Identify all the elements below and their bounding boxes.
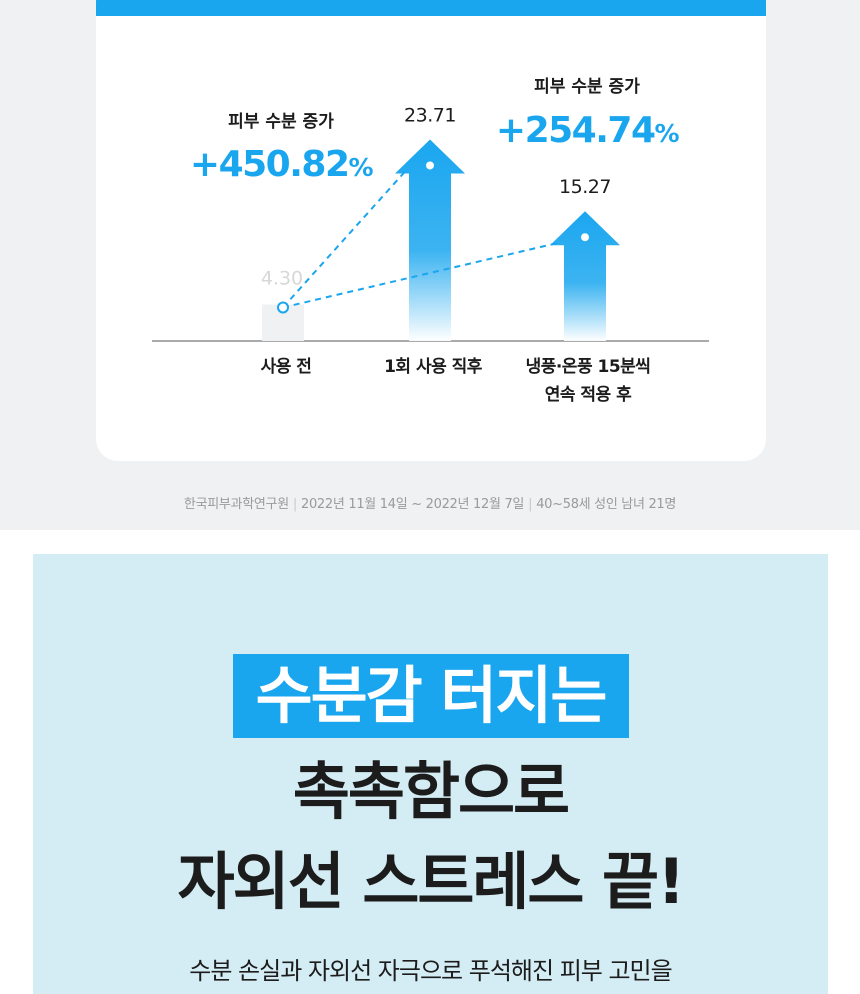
category-label: 사용 전 <box>261 357 312 377</box>
arrow-dot <box>581 233 589 242</box>
headline-line-3: 자외선 스트레스 끝! <box>177 845 686 918</box>
before-marker <box>277 301 289 314</box>
increase-connector-line <box>282 169 407 309</box>
separator: | <box>292 497 297 512</box>
card-header-bar <box>96 0 766 16</box>
headline-highlight-text: 수분감 터지는 <box>255 659 608 732</box>
increase-connector-line <box>282 241 562 309</box>
increase-value: +450.82% <box>190 144 374 185</box>
source-note: 한국피부과학연구원 | 2022년 11월 14일 ~ 2022년 12월 7일 | 4… <box>0 493 860 512</box>
headline-highlight <box>233 654 629 738</box>
increase-label: 피부 수분 증가 <box>534 77 640 97</box>
category-label: 1회 사용 직후 <box>384 356 483 377</box>
arrow-dot <box>426 161 434 170</box>
increase-label: 피부 수분 증가 <box>228 112 334 132</box>
bar-arrow <box>395 139 465 341</box>
category-label: 냉풍·온풍 15분씩 <box>526 357 651 377</box>
chart-panel: 4.30 23.71 15.27 피부 수분 증가 +450.82% 피부 수분 증가 +2… <box>0 0 860 530</box>
promo-subtext: 수분 손실과 자외선 자극으로 푸석해진 피부 고민을 <box>189 957 672 985</box>
category-label: 연속 적용 후 <box>545 384 632 405</box>
source-period: 2022년 11월 14일 ~ 2022년 12월 7일 <box>300 497 525 512</box>
data-label-bar: 23.71 <box>404 104 456 126</box>
source-org: 한국피부과학연구원 <box>183 497 289 512</box>
bar-arrow <box>550 211 620 341</box>
source-subjects: 40~58세 성인 남녀 21명 <box>536 497 677 512</box>
moisture-chart: 4.30 23.71 15.27 피부 수분 증가 +450.82% 피부 수분 증가 +2… <box>152 77 709 405</box>
separator: | <box>528 497 533 512</box>
data-label-bar: 15.27 <box>559 176 611 198</box>
increase-value: +254.74% <box>496 110 680 151</box>
headline-line-2: 촉촉함으로 <box>292 755 570 828</box>
promo-section: 수분감 터지는 촉촉함으로 자외선 스트레스 끝! 수분 손실과 자외선 자극으… <box>33 554 828 994</box>
data-label-before: 4.30 <box>261 267 303 289</box>
